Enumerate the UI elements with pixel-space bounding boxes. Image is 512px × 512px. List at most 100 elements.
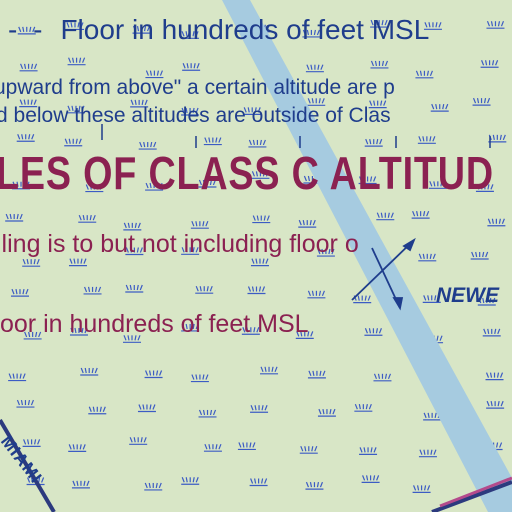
marsh-symbol [477, 297, 496, 306]
marsh-symbol [482, 328, 501, 337]
marsh-symbol [67, 57, 86, 66]
marsh-symbol [423, 412, 442, 421]
marsh-symbol [125, 247, 144, 256]
marsh-symbol [423, 22, 442, 30]
marsh-symbol [137, 404, 156, 413]
marsh-symbol [181, 247, 200, 255]
marsh-symbol [249, 478, 268, 487]
marsh-symbols [5, 19, 507, 493]
marsh-symbol [252, 215, 271, 224]
marsh-symbol [305, 64, 324, 73]
marsh-symbol [418, 253, 437, 262]
marsh-symbol [361, 475, 380, 483]
marsh-symbol [181, 31, 200, 39]
marsh-symbol [145, 182, 164, 191]
marsh-symbol [241, 327, 260, 335]
marsh-symbol [5, 213, 24, 222]
marsh-symbol [71, 480, 90, 489]
marsh-symbol [299, 445, 318, 454]
marsh-symbol [422, 295, 441, 303]
class-c-headline: LES OF CLASS C ALTITUD [0, 147, 494, 199]
marsh-symbol [198, 409, 217, 418]
marsh-symbol [144, 370, 163, 379]
marsh-symbol [17, 26, 36, 35]
marsh-symbol [472, 97, 491, 106]
marsh-symbol [250, 404, 269, 413]
floor-dash-symbol: - - [8, 14, 47, 45]
marsh-symbol [486, 400, 505, 409]
marsh-symbol [470, 251, 489, 260]
marsh-symbol [475, 184, 494, 192]
marsh-symbol [487, 218, 506, 227]
marsh-symbol [144, 482, 163, 491]
marsh-symbol [80, 367, 99, 376]
marsh-symbol [16, 399, 35, 408]
marsh-symbol [68, 444, 87, 452]
marsh-symbol [69, 327, 88, 336]
note-line-1: upward from above" a certain altitude ar… [0, 76, 395, 99]
marsh-symbol [302, 29, 321, 38]
floor-note-2: oor in hundreds of feet MSL [0, 310, 309, 338]
note-line-2: d below these altitudes are outside of C… [0, 104, 391, 127]
marsh-symbol [83, 286, 102, 295]
floor-legend-line: - - Floor in hundreds of feet MSL [8, 14, 429, 46]
marsh-symbol [307, 290, 326, 299]
marsh-symbol [145, 70, 164, 79]
marsh-symbol [129, 437, 148, 445]
leader-arrows [351, 237, 416, 311]
marsh-symbol [138, 141, 157, 150]
marsh-symbol [412, 485, 431, 493]
marsh-symbol [64, 138, 83, 147]
marsh-symbol [295, 331, 314, 340]
marsh-symbol [418, 449, 437, 458]
marsh-symbol [248, 139, 267, 148]
marsh-symbol [317, 408, 336, 417]
marsh-symbol [370, 19, 389, 28]
marsh-symbol [182, 62, 201, 71]
marsh-symbol [237, 442, 256, 451]
marsh-symbol [373, 373, 392, 382]
marsh-symbol [19, 99, 38, 108]
marsh-symbol [305, 481, 324, 490]
marsh-symbol [125, 284, 144, 293]
marsh-symbol [10, 288, 29, 297]
marsh-symbol [376, 212, 395, 221]
marsh-symbol [23, 331, 42, 340]
marsh-symbol [181, 107, 200, 116]
marsh-symbol [8, 373, 27, 382]
road-left [0, 418, 56, 512]
marsh-symbol [364, 138, 383, 147]
marsh-symbol [358, 176, 377, 185]
marsh-symbol [195, 285, 214, 294]
marsh-symbol [190, 374, 209, 383]
marsh-symbol [480, 60, 499, 68]
marsh-symbol [307, 98, 326, 106]
marsh-symbol [486, 20, 505, 29]
marsh-symbol [66, 22, 85, 31]
marsh-symbol [354, 403, 373, 412]
marsh-symbol [247, 286, 266, 295]
marsh-symbol [123, 335, 142, 343]
marsh-symbol [364, 328, 383, 336]
road-right-pink [439, 476, 512, 508]
marsh-symbol [88, 406, 107, 415]
place-label-newe: NEWE [436, 284, 499, 307]
marsh-symbol [198, 179, 217, 188]
marsh-symbol [359, 447, 378, 455]
marsh-symbol [243, 107, 262, 115]
marsh-symbol [85, 184, 104, 193]
marsh-symbol [251, 171, 270, 179]
marsh-symbol [22, 258, 41, 267]
marsh-symbol [370, 60, 389, 69]
marsh-symbol [316, 248, 335, 257]
marsh-symbol [260, 366, 279, 375]
marsh-symbol [485, 372, 504, 381]
tick-marks [101, 124, 491, 148]
marsh-symbol [203, 443, 222, 452]
marsh-symbol [16, 134, 35, 142]
marsh-symbol [78, 214, 97, 223]
marsh-symbol [203, 137, 222, 146]
marsh-symbol [411, 210, 430, 219]
